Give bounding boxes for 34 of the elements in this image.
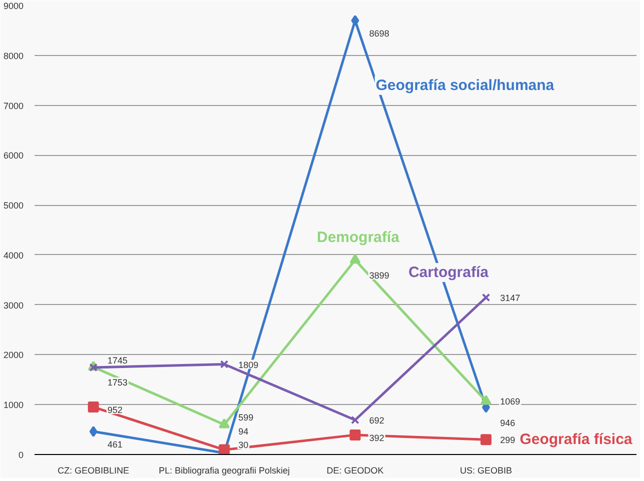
x-tick-label: DE: GEODOK <box>326 466 384 476</box>
series-label: Cartografía <box>408 264 490 282</box>
series-label: Demografía <box>316 229 400 246</box>
x-tick-label: US: GEOBIB <box>460 466 512 476</box>
data-label: 692 <box>369 415 384 426</box>
x-tick-label: CZ: GEOBIBLINE <box>58 466 130 476</box>
y-tick-label: 4000 <box>3 250 24 260</box>
y-tick-label: 1000 <box>3 400 24 410</box>
y-tick-label: 0 <box>18 450 24 460</box>
y-tick-label: 5000 <box>3 200 24 211</box>
data-label: 3899 <box>369 270 390 280</box>
series-label: Geografía social/humana <box>376 76 555 94</box>
y-tick-label: 9000 <box>3 1 24 11</box>
data-label: 94 <box>238 426 248 436</box>
data-label: 8698 <box>369 28 390 39</box>
y-tick-label: 2000 <box>3 350 24 360</box>
y-tick-label: 7000 <box>3 100 24 111</box>
data-label: 299 <box>500 435 516 446</box>
data-label: 599 <box>238 412 254 423</box>
data-label: 946 <box>500 418 516 428</box>
data-label: 461 <box>107 439 123 450</box>
data-label: 30 <box>238 440 248 450</box>
y-tick-label: 8000 <box>3 50 24 61</box>
series-label: Geografía física <box>520 431 633 448</box>
y-tick-label: 3000 <box>3 300 24 310</box>
data-label: 952 <box>107 405 123 415</box>
y-tick-label: 6000 <box>3 150 24 161</box>
data-label: 3147 <box>500 293 520 303</box>
data-label: 392 <box>369 432 384 443</box>
data-label: 1809 <box>238 360 258 370</box>
data-label: 1745 <box>107 355 128 366</box>
x-tick-label: PL: Bibliografia geografii Polskiej <box>158 466 290 476</box>
data-label: 1753 <box>107 378 128 388</box>
data-label: 1069 <box>500 396 520 407</box>
